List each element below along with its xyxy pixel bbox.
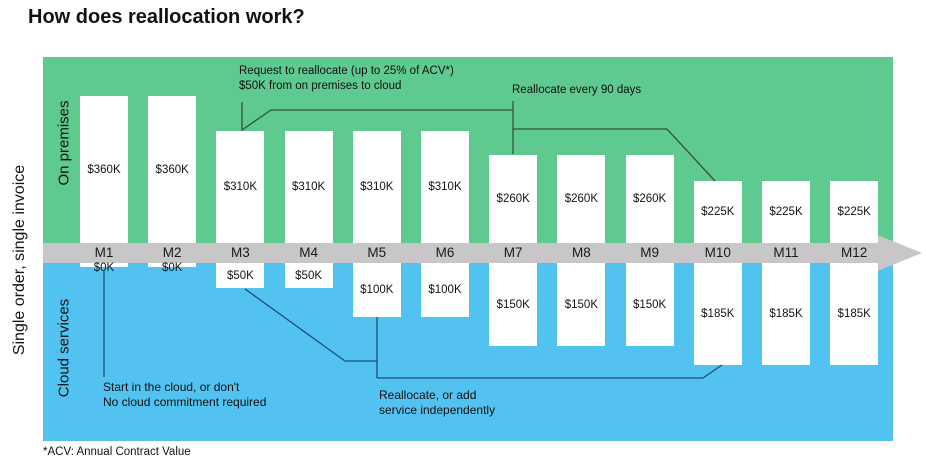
annotation-reallocate-add-line2: service independently xyxy=(379,403,496,417)
month-label-m10: M10 xyxy=(704,245,731,260)
annotation-start-cloud: Start in the cloud, or don't No cloud co… xyxy=(103,380,266,410)
page-title: How does reallocation work? xyxy=(28,6,305,28)
cloud-bar-m5: $100K xyxy=(352,263,401,317)
month-label-m4: M4 xyxy=(299,245,318,260)
month-label-m8: M8 xyxy=(572,245,591,260)
annotation-request-line2: $50K from on premises to cloud xyxy=(239,80,402,92)
on-premises-bar-m2: $360K xyxy=(148,96,197,243)
cloud-bar-m8: $150K xyxy=(557,263,606,346)
cloud-bar-m10: $185K xyxy=(693,263,742,365)
on-premises-bar-m10: $225K xyxy=(693,181,742,243)
cloud-services-label: Cloud services xyxy=(55,298,73,398)
cloud-bar-m3: $50K xyxy=(216,263,265,288)
on-premises-bar-m5: $310K xyxy=(352,131,401,243)
annotation-start-cloud-line1: Start in the cloud, or don't xyxy=(103,380,240,394)
on-premises-bar-m12: $225K xyxy=(830,181,879,243)
on-premises-bar-m11: $225K xyxy=(762,181,810,243)
cloud-bar-m7: $150K xyxy=(489,263,538,346)
month-label-m5: M5 xyxy=(367,245,387,260)
annotation-reallocate-add-line1: Reallocate, or add xyxy=(379,388,477,402)
month-label-m6: M6 xyxy=(435,245,455,260)
on-premises-bar-m3: $310K xyxy=(216,131,265,243)
cloud-bar-m12: $185K xyxy=(830,263,879,365)
cloud-bar-m11: $185K xyxy=(762,263,810,365)
cloud-bar-m4: $50K xyxy=(284,263,333,288)
cloud-bar-zero-label-m2: $0K xyxy=(161,262,183,274)
on-premises-bar-m9: $260K xyxy=(625,155,674,243)
on-premises-bar-m8: $260K xyxy=(557,155,606,243)
left-axis-label: Single order, single invoice xyxy=(11,164,28,356)
month-label-m3: M3 xyxy=(231,245,250,260)
annotation-request-line1: Request to reallocate (up to 25% of ACV*… xyxy=(239,65,454,77)
cloud-bar-m6: $100K xyxy=(421,263,469,317)
annotation-start-cloud-line2: No cloud commitment required xyxy=(103,395,267,409)
annotation-request-reallocate: Request to reallocate (up to 25% of ACV*… xyxy=(239,64,454,94)
on-premises-bar-m4: $310K xyxy=(284,131,333,243)
cloud-bar-m2 xyxy=(148,263,197,267)
month-label-m2: M2 xyxy=(162,245,182,260)
timeline-band xyxy=(43,243,872,263)
month-label-m7: M7 xyxy=(503,245,523,260)
on-premises-bar-m6: $310K xyxy=(421,131,469,243)
month-label-m12: M12 xyxy=(841,245,868,260)
on-premises-bar-m1: $360K xyxy=(80,96,128,243)
month-label-m9: M9 xyxy=(640,245,659,260)
on-premises-label: On premises xyxy=(55,100,73,186)
annotation-reallocate-add: Reallocate, or add service independently xyxy=(379,388,495,418)
month-label-m11: M11 xyxy=(773,245,799,260)
annotation-reallocate-90-days: Reallocate every 90 days xyxy=(512,84,642,96)
cloud-bar-m9: $150K xyxy=(625,263,674,346)
cloud-bar-m1 xyxy=(80,263,128,267)
timeline-arrowhead-icon xyxy=(870,232,922,274)
on-premises-bar-m7: $260K xyxy=(489,155,538,243)
cloud-bar-zero-label-m1: $0K xyxy=(93,262,115,274)
footnote-acv: *ACV: Annual Contract Value xyxy=(43,446,191,458)
month-label-m1: M1 xyxy=(94,245,114,260)
